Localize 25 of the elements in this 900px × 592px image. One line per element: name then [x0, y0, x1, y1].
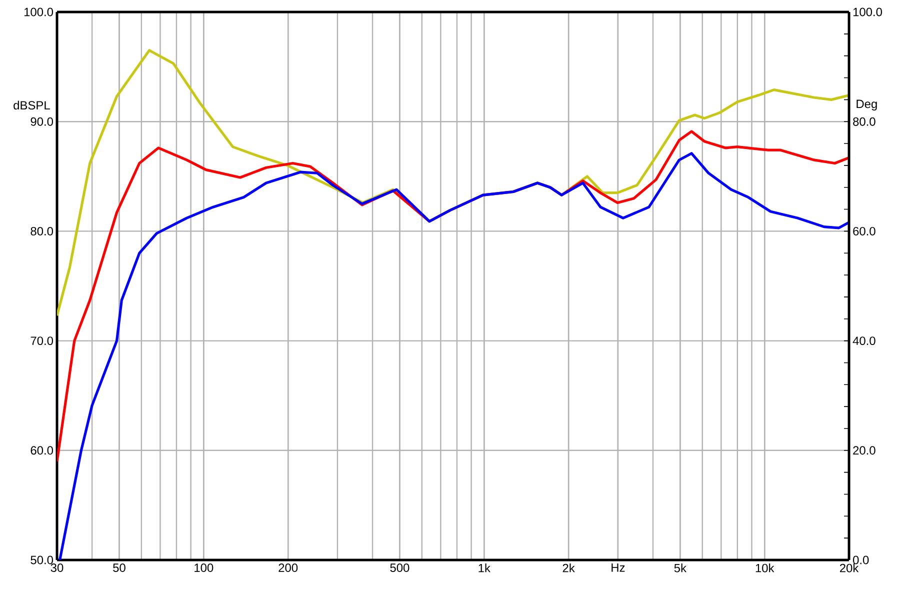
- x-tick-label: 100: [194, 564, 214, 572]
- y-tick-label: 80.0: [30, 226, 54, 236]
- y2-tick-label: 20.0: [853, 446, 876, 455]
- y2-tick-label: 80.0: [853, 117, 876, 126]
- x-tick-label: 20k: [840, 564, 859, 572]
- x-tick-label: 2k: [562, 564, 575, 572]
- y-tick-label: 100.0: [24, 8, 54, 16]
- x-tick-label: Hz: [612, 564, 625, 572]
- y2-tick-label: 60.0: [853, 226, 876, 236]
- y-tick-label: 50.0: [30, 556, 54, 564]
- y-tick-label: 60.0: [30, 446, 54, 455]
- y2-tick-label: 40.0: [852, 336, 876, 346]
- x-tick-label: 10k: [756, 564, 774, 572]
- y2-axis-title: Deg: [856, 100, 877, 111]
- y2-tick-label: 100.0: [853, 8, 882, 16]
- x-tick-label: 1k: [478, 564, 490, 572]
- y2-tick-label: 0.0: [853, 556, 869, 564]
- y-tick-label: 70.0: [30, 336, 54, 346]
- y-axis-title: dBSPL: [14, 100, 50, 110]
- x-tick-label: 30: [50, 564, 64, 572]
- x-tick-label: 50: [113, 564, 126, 572]
- y-tick-label: 90.0: [30, 117, 54, 126]
- x-tick-label: 5k: [674, 564, 686, 572]
- x-tick-label: 200: [278, 564, 298, 572]
- x-tick-label: 500: [390, 564, 410, 572]
